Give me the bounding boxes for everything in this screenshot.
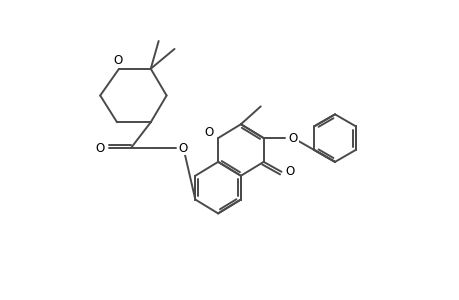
Text: O: O <box>95 142 105 154</box>
Text: O: O <box>288 132 297 145</box>
Text: O: O <box>204 126 213 139</box>
Text: O: O <box>179 142 188 154</box>
Text: O: O <box>113 54 123 67</box>
Text: O: O <box>285 165 294 178</box>
